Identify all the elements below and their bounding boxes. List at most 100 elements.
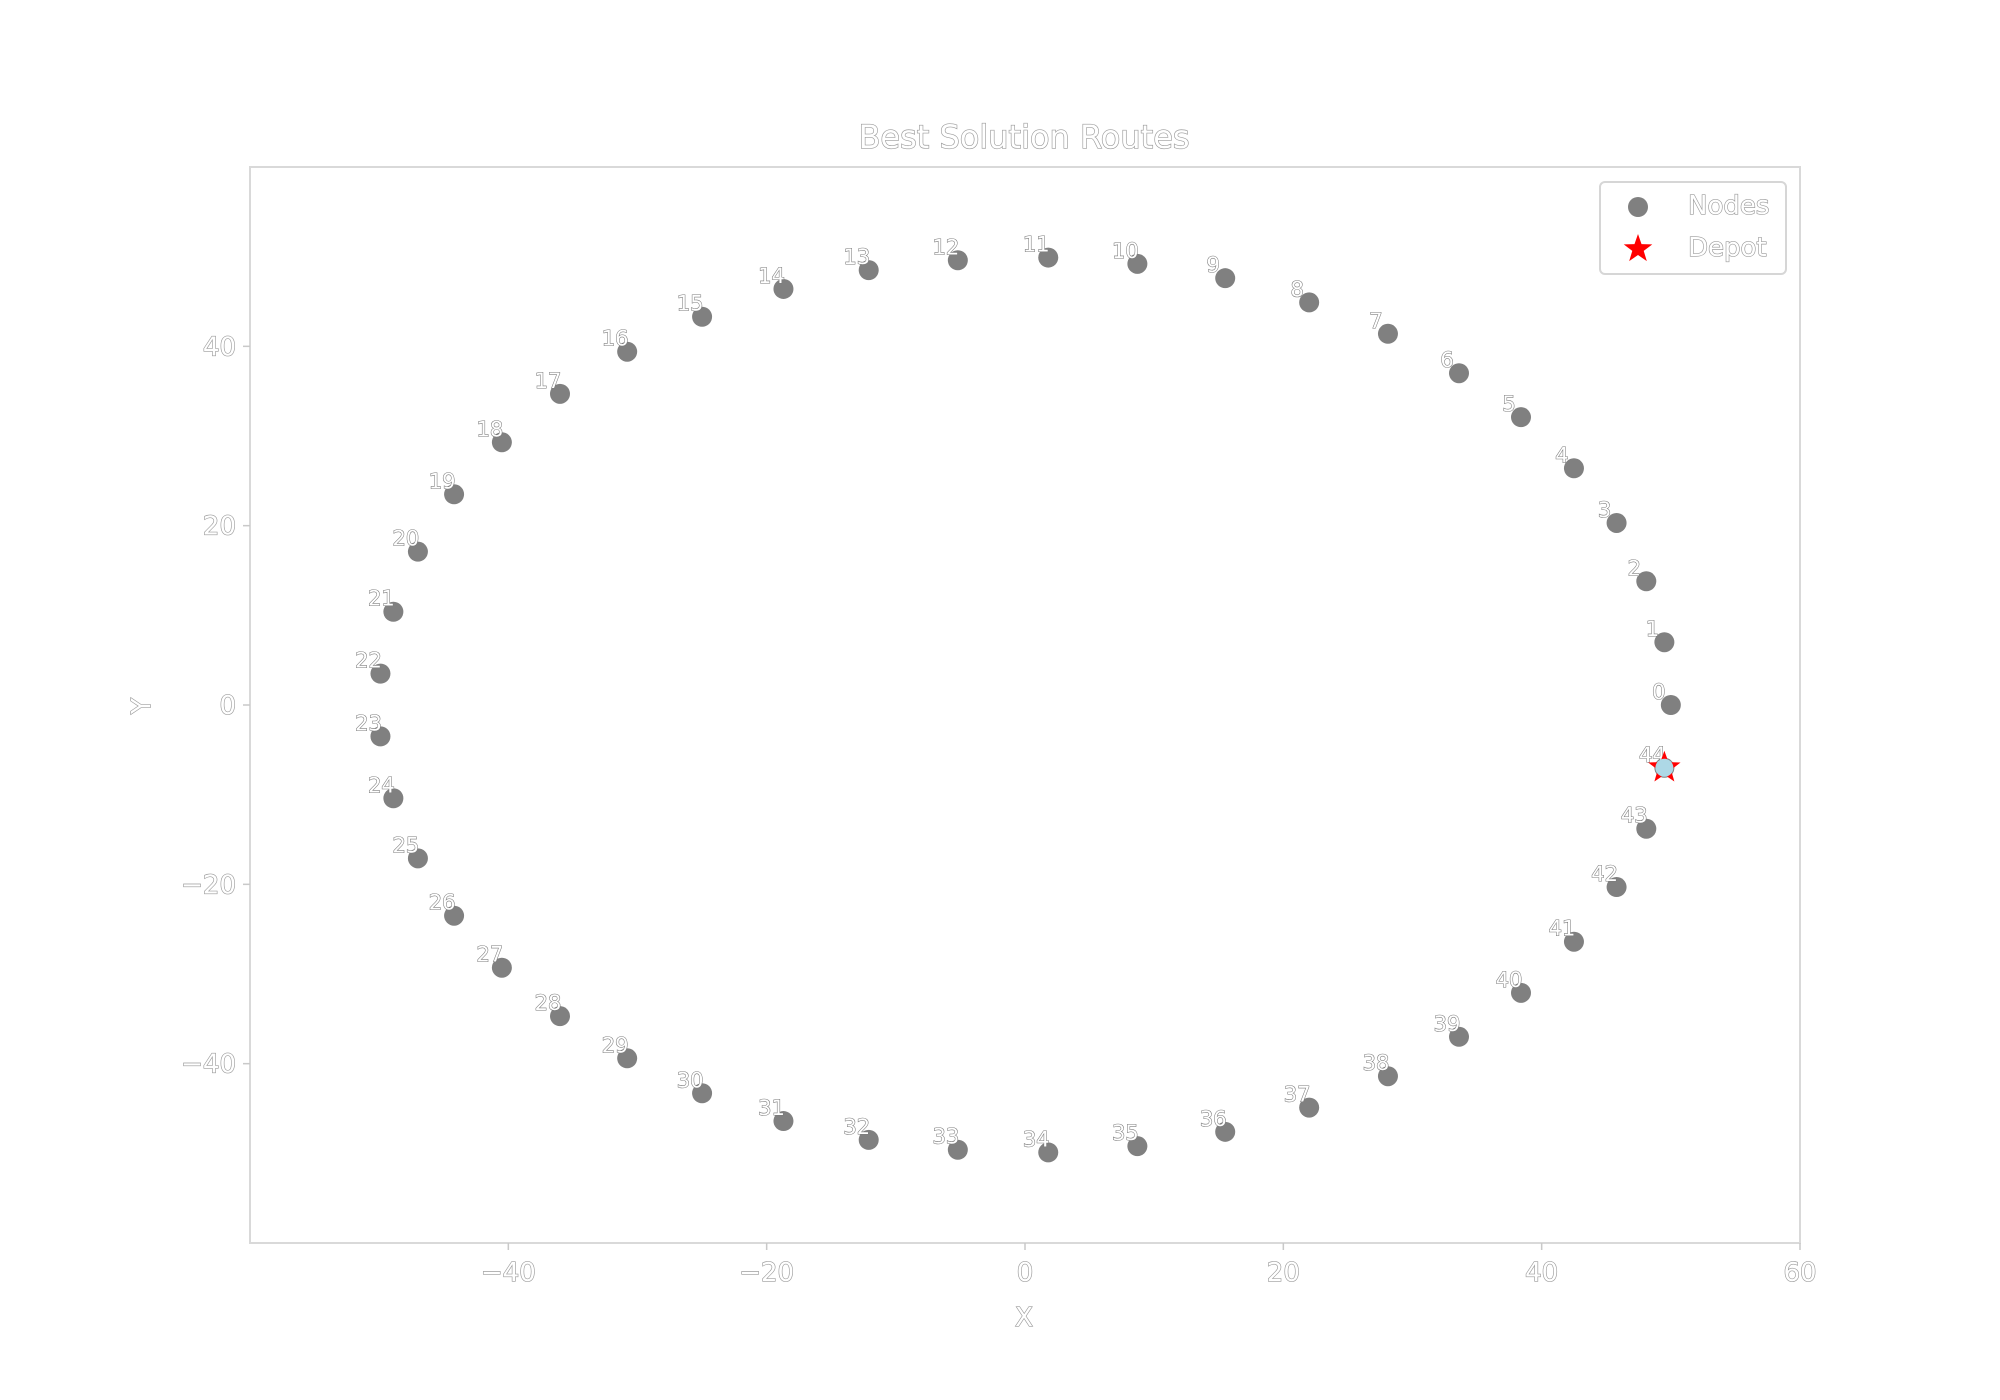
node-label: 35 — [1112, 1121, 1139, 1145]
node-label: 11 — [1023, 233, 1050, 257]
node-label: 37 — [1284, 1083, 1311, 1107]
node-label: 8 — [1290, 277, 1303, 301]
y-tick-label: 0 — [219, 691, 236, 721]
node-point — [1299, 292, 1320, 313]
node-point — [1660, 695, 1681, 715]
node-point — [1377, 323, 1398, 344]
node-point — [1654, 632, 1675, 653]
node-label: 38 — [1363, 1051, 1390, 1075]
node-point — [491, 957, 512, 978]
node-point — [550, 1006, 570, 1027]
x-tick-label: −20 — [739, 1258, 794, 1288]
chart-title: Best Solution Routes — [858, 118, 1189, 156]
node-label: 19 — [429, 469, 456, 493]
node-label: 4 — [1555, 443, 1568, 467]
node-label: 29 — [602, 1033, 629, 1057]
node-point — [1449, 1026, 1469, 1047]
node-point — [1377, 1066, 1398, 1087]
node-point — [1127, 253, 1148, 274]
node-label: 17 — [535, 369, 562, 393]
node-label: 18 — [477, 417, 504, 441]
node-point — [370, 663, 391, 684]
legend-label-nodes: Nodes — [1688, 191, 1769, 221]
node-point — [617, 1048, 638, 1069]
node-label: 42 — [1591, 862, 1618, 886]
node-label: 43 — [1621, 804, 1648, 828]
node-label: 7 — [1369, 309, 1382, 333]
depot-marker-group — [1648, 750, 1681, 782]
node-label: 23 — [355, 711, 382, 735]
node-label: 21 — [368, 587, 395, 611]
node-point — [550, 383, 570, 404]
node-label: 32 — [843, 1115, 870, 1139]
node-label: 16 — [602, 327, 629, 351]
node-label: 3 — [1598, 498, 1611, 522]
node-label: 0 — [1652, 680, 1665, 704]
node-point — [383, 601, 404, 622]
node-label: 33 — [932, 1125, 959, 1149]
node-label: 41 — [1549, 917, 1576, 941]
node-point — [773, 278, 794, 299]
y-tick-label: 40 — [203, 332, 236, 362]
node-point — [1215, 1121, 1236, 1142]
y-axis-ticks: −40 −20 0 20 40 — [180, 332, 250, 1080]
node-point — [444, 905, 465, 926]
node-point — [1606, 512, 1627, 533]
node-point — [858, 1129, 879, 1150]
node-point — [947, 1139, 968, 1160]
node-label: 27 — [477, 943, 504, 967]
legend: Nodes Depot — [1599, 181, 1787, 275]
node-point — [858, 260, 879, 281]
node-point — [1636, 818, 1657, 839]
y-tick-label: 20 — [203, 512, 236, 542]
node-point — [407, 541, 428, 562]
x-tick-label: 20 — [1267, 1258, 1300, 1288]
node-labels: 0123456789101112131415161718192021222324… — [355, 232, 1667, 1152]
node-point — [773, 1111, 794, 1132]
node-point — [1636, 571, 1657, 592]
node-point — [1449, 363, 1469, 384]
node-label: 40 — [1496, 968, 1523, 992]
legend-label-depot: Depot — [1688, 233, 1767, 263]
node-point — [1127, 1136, 1148, 1157]
node-label: 6 — [1440, 348, 1453, 372]
depot-node-point — [1655, 758, 1674, 777]
x-tick-label: 0 — [1017, 1258, 1034, 1288]
node-point — [407, 848, 428, 869]
node-point — [1606, 877, 1627, 898]
node-label: 10 — [1112, 239, 1139, 263]
node-point — [1038, 247, 1059, 268]
node-label: 24 — [368, 773, 395, 797]
node-label: 14 — [758, 264, 785, 288]
node-label: 9 — [1207, 253, 1220, 277]
node-point — [491, 432, 512, 453]
node-label: 34 — [1023, 1127, 1050, 1151]
node-point — [1038, 1142, 1059, 1163]
node-label: 25 — [393, 833, 420, 857]
node-label: 1 — [1646, 617, 1659, 641]
node-point — [1511, 982, 1531, 1003]
node-label: 13 — [843, 245, 870, 269]
node-label: 12 — [932, 235, 959, 259]
y-tick-label: −20 — [181, 870, 236, 900]
node-point — [692, 306, 713, 327]
node-label: 22 — [355, 649, 382, 673]
node-label: 20 — [393, 527, 420, 551]
node-label: 26 — [429, 891, 456, 915]
node-label: 31 — [758, 1096, 785, 1120]
node-point — [692, 1083, 713, 1104]
node-point — [1299, 1097, 1320, 1118]
node-point — [383, 788, 404, 809]
legend-node-marker — [1628, 197, 1648, 217]
node-point — [370, 726, 391, 747]
x-tick-label: 60 — [1783, 1258, 1816, 1288]
node-label: 30 — [677, 1068, 704, 1092]
x-axis-label: X — [1015, 1303, 1033, 1333]
legend-depot-star-icon — [1623, 234, 1653, 262]
y-axis-label: Y — [127, 698, 157, 715]
node-point — [947, 250, 968, 271]
node-point — [617, 341, 638, 362]
node-point — [444, 484, 465, 505]
